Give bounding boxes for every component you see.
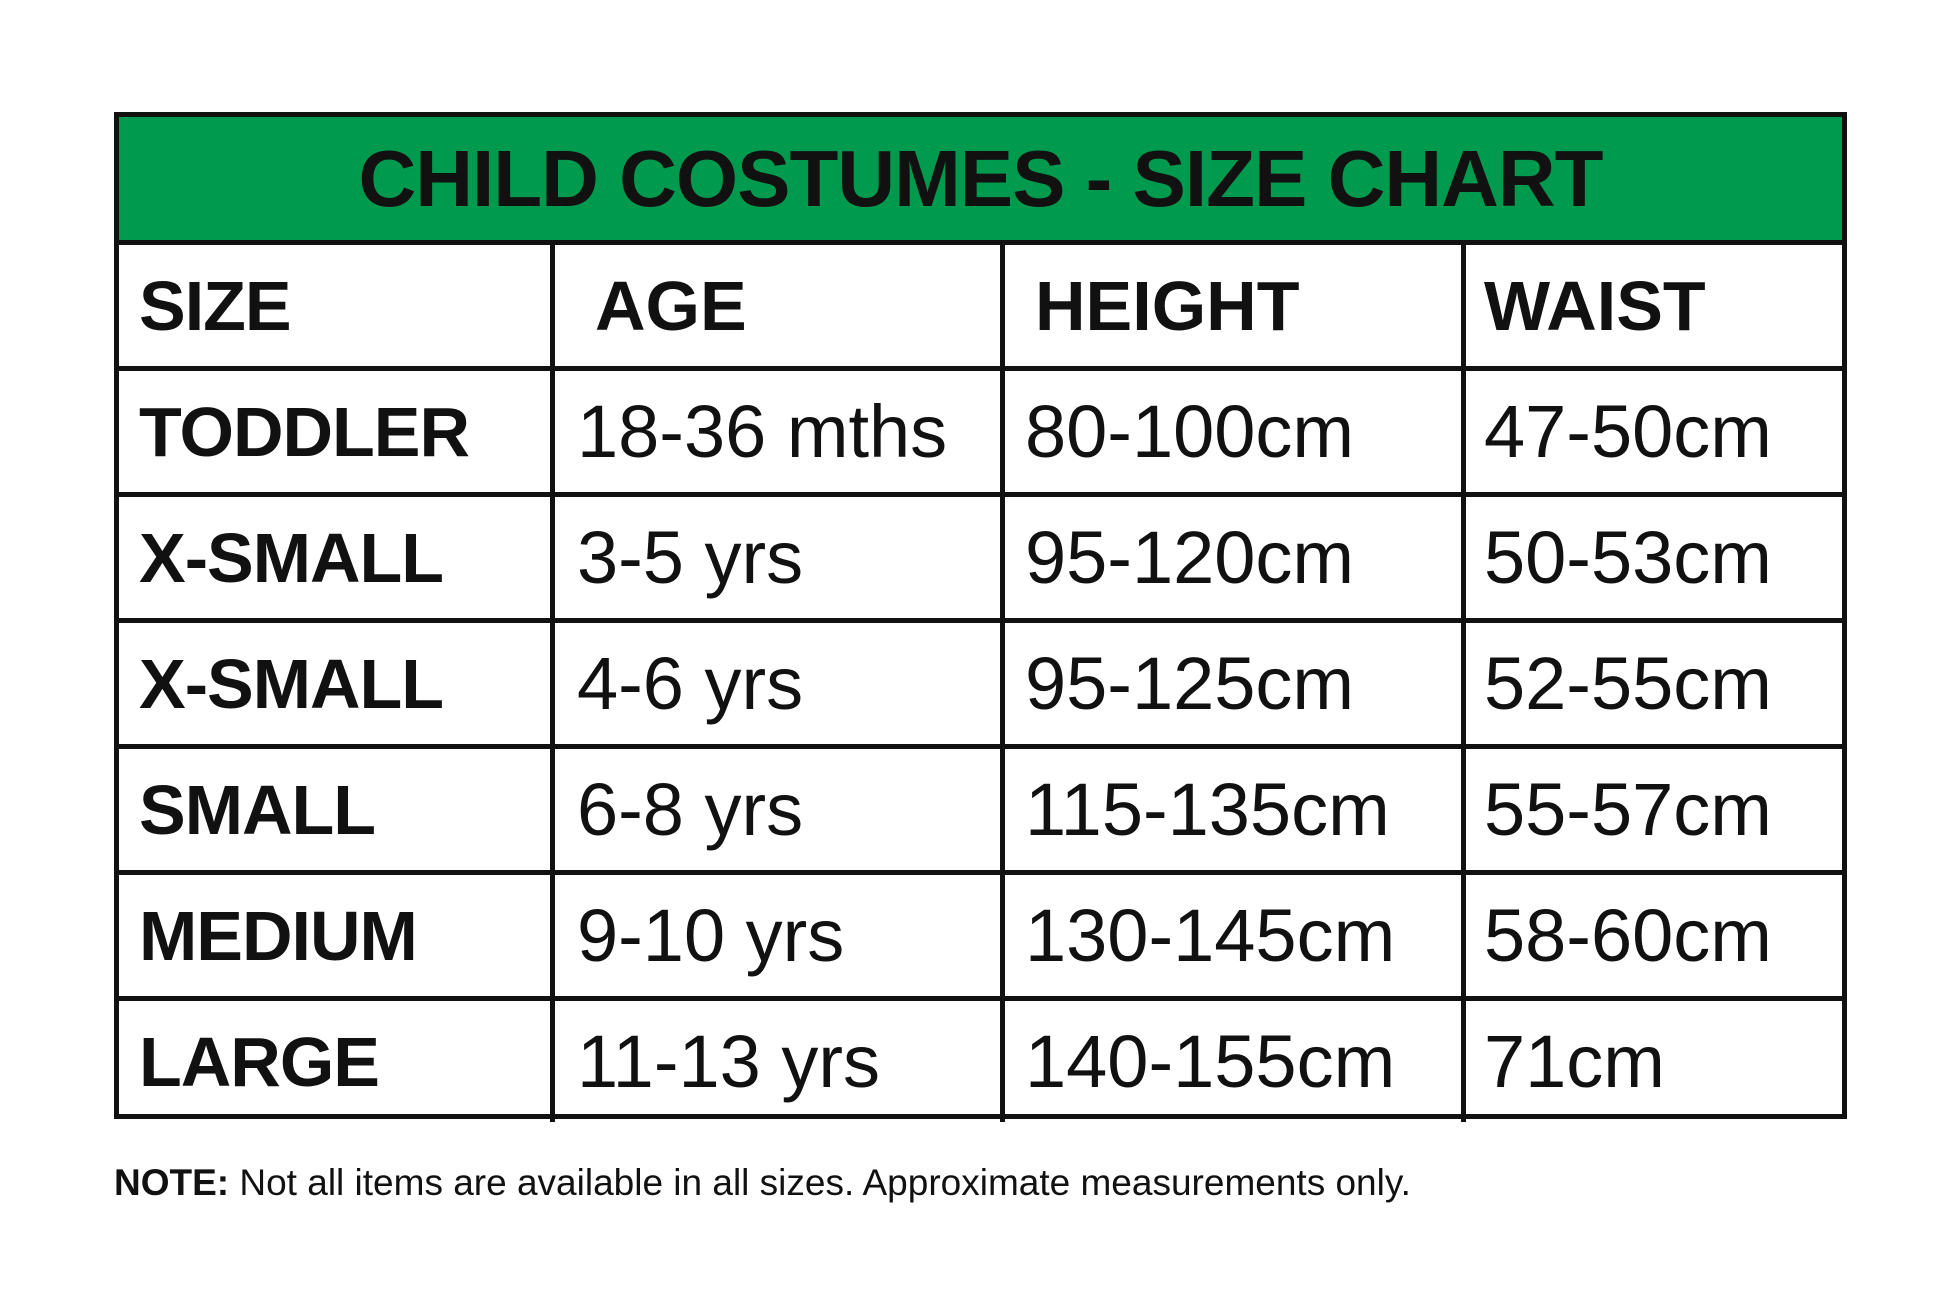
footnote: NOTE: Not all items are available in all… (114, 1162, 1411, 1204)
size-chart-table: CHILD COSTUMES - SIZE CHART SIZE AGE HEI… (114, 112, 1847, 1122)
header-row: SIZE AGE HEIGHT WAIST (119, 245, 1842, 371)
table-cell: 58-60cm (1484, 894, 1772, 977)
note-text: Not all items are available in all sizes… (229, 1162, 1411, 1203)
note-label: NOTE: (114, 1162, 230, 1203)
table-cell: 80-100cm (1005, 371, 1466, 492)
table-cell: 11-13 yrs (555, 1001, 1005, 1122)
table-cell: X-SMALL (119, 623, 555, 744)
table-cell: SMALL (119, 749, 555, 870)
column-header: SIZE (119, 245, 555, 366)
table-cell: 95-120cm (1005, 497, 1466, 618)
table-cell: MEDIUM (119, 875, 555, 996)
table-cell: 115-135cm (1005, 749, 1466, 870)
table-row: SMALL 6-8 yrs 115-135cm 55-57cm (119, 749, 1842, 875)
column-header: WAIST (1484, 266, 1706, 345)
table-cell: 95-125cm (1005, 623, 1466, 744)
column-header: AGE (555, 245, 1005, 366)
table-row: X-SMALL 3-5 yrs 95-120cm 50-53cm (119, 497, 1842, 623)
table-cell: 4-6 yrs (555, 623, 1005, 744)
table-cell: 3-5 yrs (555, 497, 1005, 618)
table-row: MEDIUM 9-10 yrs 130-145cm 58-60cm (119, 875, 1842, 1001)
table-cell: 71cm (1484, 1020, 1665, 1103)
table-cell: 47-50cm (1484, 390, 1772, 473)
table-cell: 140-155cm (1005, 1001, 1466, 1122)
table-row: TODDLER 18-36 mths 80-100cm 47-50cm (119, 371, 1842, 497)
table-row: X-SMALL 4-6 yrs 95-125cm 52-55cm (119, 623, 1842, 749)
table-cell: 9-10 yrs (555, 875, 1005, 996)
table-cell: 130-145cm (1005, 875, 1466, 996)
table-cell: 6-8 yrs (555, 749, 1005, 870)
table-cell: X-SMALL (119, 497, 555, 618)
table-cell: TODDLER (119, 371, 555, 492)
table-cell: 55-57cm (1484, 768, 1772, 851)
column-header: HEIGHT (1005, 245, 1466, 366)
table-cell: 52-55cm (1484, 642, 1772, 725)
table-title: CHILD COSTUMES - SIZE CHART (119, 117, 1842, 245)
table-cell: 50-53cm (1484, 516, 1772, 599)
table-row: LARGE 11-13 yrs 140-155cm 71cm (119, 1001, 1842, 1122)
table-cell: 18-36 mths (555, 371, 1005, 492)
table-cell: LARGE (119, 1001, 555, 1122)
